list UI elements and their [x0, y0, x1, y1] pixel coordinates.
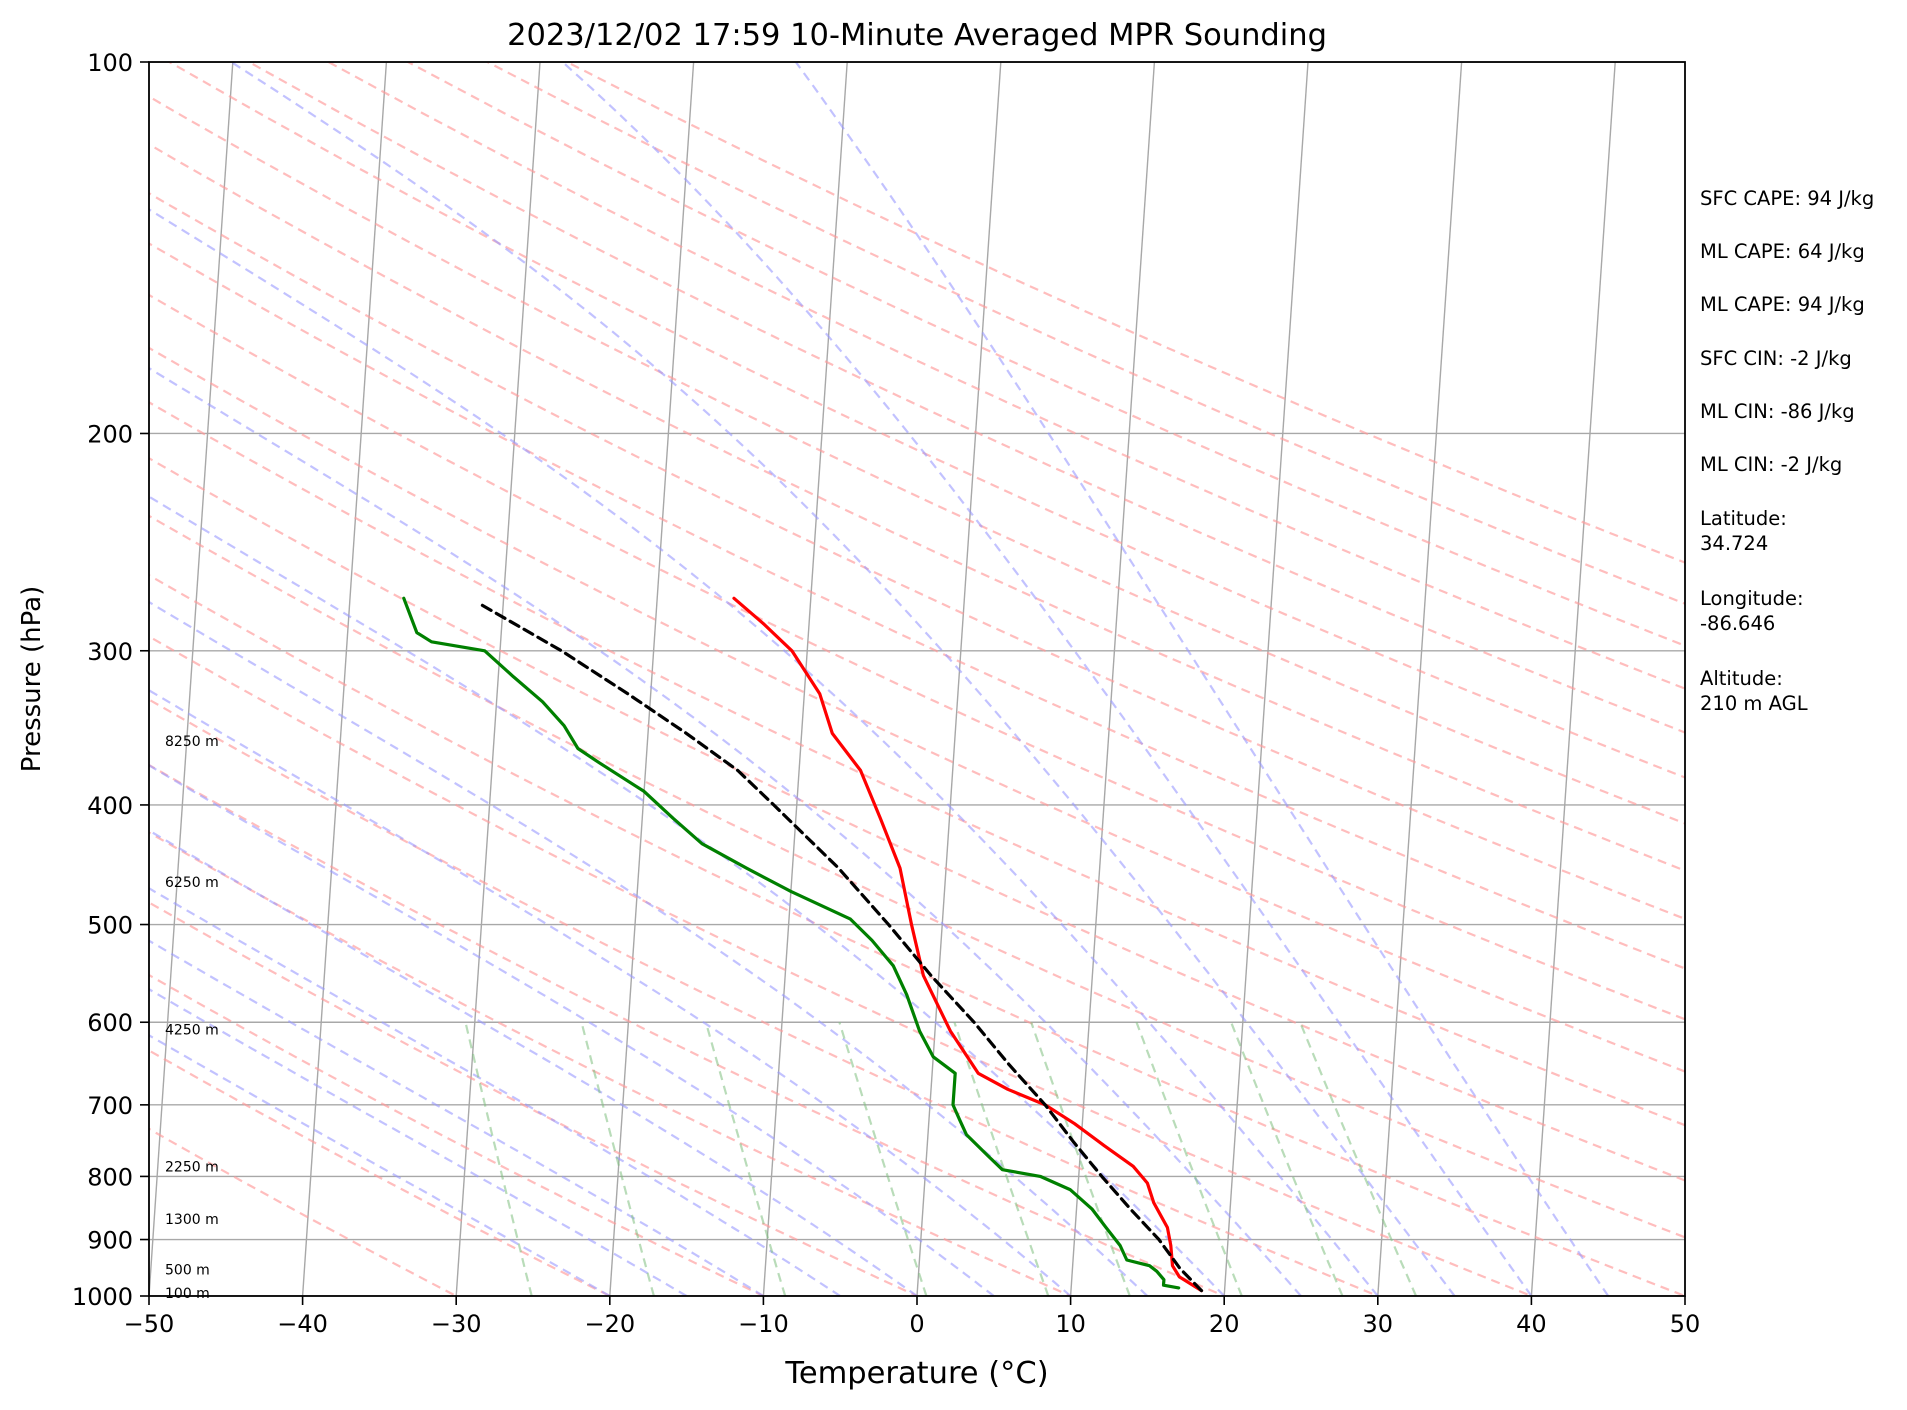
- y-tick-label: 1000: [72, 1283, 133, 1311]
- mixing-ratio-line: [580, 1021, 655, 1296]
- y-tick-label: 200: [87, 420, 133, 448]
- isotherm-line: [301, 62, 388, 1296]
- x-tick-label: −50: [124, 1310, 175, 1338]
- y-tick-label: 400: [87, 792, 133, 820]
- series-layer: [402, 596, 1204, 1293]
- background-lines: [149, 62, 1685, 1296]
- isotherm-line: [1377, 62, 1463, 1296]
- mixing-ratio-line: [1030, 1021, 1131, 1296]
- ml-cape-text: ML CAPE: 64 J/kg: [1700, 240, 1865, 263]
- longitude-text: Longitude: -86.646: [1700, 587, 1804, 635]
- x-tick-label: −40: [277, 1310, 328, 1338]
- parcel-line: [478, 602, 1204, 1293]
- x-tick-label: −30: [431, 1310, 482, 1338]
- height-label: 8250 m: [165, 734, 219, 750]
- dry-adiabat-line: [149, 401, 1685, 1127]
- x-tick-label: 50: [1670, 1310, 1701, 1338]
- height-label: 1300 m: [165, 1212, 219, 1228]
- altitude-text: Altitude: 210 m AGL: [1700, 667, 1808, 715]
- dry-adiabat-line: [149, 763, 1228, 1296]
- dry-adiabat-line: [149, 901, 920, 1296]
- y-tick-label: 600: [87, 1009, 133, 1037]
- x-tick-label: 10: [1055, 1310, 1086, 1338]
- isotherm-line: [149, 62, 234, 1296]
- x-axis-ticks: −50 −40 −30 −20 −10 0 10 20 30 40 50: [124, 1296, 1701, 1338]
- dry-adiabat-line: [149, 831, 1074, 1296]
- latitude-text: Latitude: 34.724: [1700, 507, 1787, 555]
- x-axis-label: Temperature (°C): [784, 1356, 1048, 1391]
- mixing-ratio-line: [1299, 1021, 1418, 1296]
- y-tick-label: 800: [87, 1163, 133, 1191]
- mixing-ratio-line: [1230, 1021, 1344, 1296]
- dry-adiabat-line: [149, 95, 1685, 825]
- dry-adiabat-line: [149, 573, 1685, 1296]
- moist-adiabat-line: [230, 62, 1456, 1296]
- x-tick-label: 20: [1209, 1310, 1240, 1338]
- dry-adiabat-line: [405, 62, 1685, 647]
- height-label: 100 m: [165, 1286, 210, 1302]
- height-labels: 100 m 500 m 1300 m 2250 m 4250 m 6250 m 8250 m: [165, 734, 219, 1302]
- isotherm-line: [762, 62, 848, 1296]
- sfc-cin-text: SFC CIN: -2 J/kg: [1700, 347, 1852, 370]
- dry-adiabat-line: [149, 973, 766, 1296]
- isotherm-line: [1223, 62, 1309, 1296]
- y-tick-label: 700: [87, 1092, 133, 1120]
- ml-cape-text-2: ML CAPE: 94 J/kg: [1700, 293, 1865, 316]
- height-label: 4250 m: [165, 1022, 219, 1038]
- moist-adiabat-line: [149, 600, 1149, 1296]
- dry-adiabat-line: [564, 62, 1685, 564]
- ml-cin-text-2: ML CIN: -2 J/kg: [1700, 453, 1843, 476]
- isotherm-line: [609, 62, 695, 1296]
- mixing-ratio-line: [704, 1021, 787, 1296]
- y-axis-ticks: 1000 900 800 700 600 500 400 300 200 100: [72, 49, 149, 1311]
- x-tick-label: −20: [584, 1310, 635, 1338]
- temperature-line: [732, 596, 1204, 1293]
- dry-adiabat-line: [149, 456, 1685, 1182]
- moist-adiabat-line: [561, 62, 1533, 1296]
- x-tick-label: −10: [738, 1310, 789, 1338]
- dry-adiabat-line: [246, 62, 1685, 734]
- y-tick-label: 900: [87, 1227, 133, 1255]
- moist-adiabat-line: [794, 62, 1610, 1296]
- isotherm-line: [1530, 62, 1616, 1296]
- y-tick-label: 300: [87, 638, 133, 666]
- height-label: 2250 m: [165, 1159, 219, 1175]
- dry-adiabat-line: [149, 242, 1685, 970]
- plot-frame: [148, 61, 1686, 1297]
- dewpoint-line: [402, 596, 1181, 1290]
- chart-title: 2023/12/02 17:59 10-Minute Averaged MPR …: [507, 18, 1327, 53]
- dry-adiabat-line: [167, 62, 1685, 779]
- dry-adiabat-line: [149, 1049, 613, 1296]
- dry-adiabat-line: [149, 191, 1685, 921]
- moist-adiabat-line: [149, 366, 1302, 1296]
- moist-adiabat-line: [149, 689, 1072, 1296]
- mixing-ratio-line: [464, 1021, 533, 1296]
- isotherm-line: [916, 62, 1002, 1296]
- mixing-ratio-line: [838, 1021, 928, 1296]
- mixing-ratio-line: [1135, 1021, 1243, 1296]
- x-tick-label: 0: [909, 1310, 924, 1338]
- x-tick-label: 40: [1516, 1310, 1547, 1338]
- x-tick-label: 30: [1363, 1310, 1394, 1338]
- moist-adiabat-line: [149, 208, 1379, 1296]
- isotherm-line: [1069, 62, 1156, 1296]
- moist-adiabat-line: [149, 939, 764, 1296]
- ml-cin-text: ML CIN: -86 J/kg: [1700, 400, 1855, 423]
- y-tick-label: 500: [87, 912, 133, 940]
- y-tick-label: 100: [87, 49, 133, 77]
- dry-adiabat-line: [149, 635, 1535, 1296]
- height-label: 500 m: [165, 1263, 210, 1279]
- mixing-ratio-line: [953, 1021, 1050, 1296]
- sfc-cape-text: SFC CAPE: 94 J/kg: [1700, 187, 1875, 210]
- y-axis-label: Pressure (hPa): [17, 586, 47, 773]
- dry-adiabat-line: [149, 698, 1381, 1296]
- moist-adiabat-line: [149, 829, 918, 1296]
- dry-adiabat-line: [149, 514, 1685, 1239]
- dry-adiabat-line: [149, 293, 1685, 1021]
- moist-adiabat-line: [149, 495, 1225, 1296]
- height-label: 6250 m: [165, 875, 219, 891]
